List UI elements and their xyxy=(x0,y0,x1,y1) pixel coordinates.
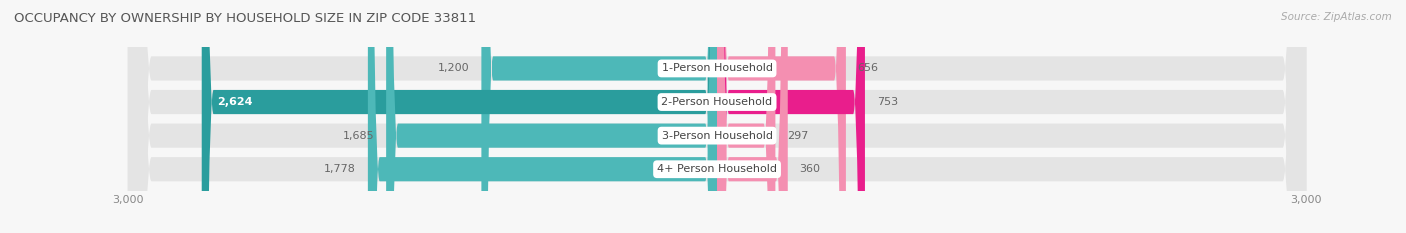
Text: 360: 360 xyxy=(800,164,821,174)
FancyBboxPatch shape xyxy=(201,0,717,233)
Text: 1,778: 1,778 xyxy=(325,164,356,174)
FancyBboxPatch shape xyxy=(128,0,1306,233)
Text: 656: 656 xyxy=(858,63,879,73)
Text: 3-Person Household: 3-Person Household xyxy=(662,131,772,141)
FancyBboxPatch shape xyxy=(717,0,865,233)
Text: 1,685: 1,685 xyxy=(343,131,374,141)
Text: Source: ZipAtlas.com: Source: ZipAtlas.com xyxy=(1281,12,1392,22)
FancyBboxPatch shape xyxy=(481,0,717,233)
Text: 2-Person Household: 2-Person Household xyxy=(661,97,773,107)
FancyBboxPatch shape xyxy=(128,0,1306,233)
FancyBboxPatch shape xyxy=(717,0,787,233)
Text: 1-Person Household: 1-Person Household xyxy=(662,63,772,73)
Text: OCCUPANCY BY OWNERSHIP BY HOUSEHOLD SIZE IN ZIP CODE 33811: OCCUPANCY BY OWNERSHIP BY HOUSEHOLD SIZE… xyxy=(14,12,477,25)
FancyBboxPatch shape xyxy=(717,0,775,233)
Text: 4+ Person Household: 4+ Person Household xyxy=(657,164,778,174)
FancyBboxPatch shape xyxy=(368,0,717,233)
FancyBboxPatch shape xyxy=(128,0,1306,233)
Text: 297: 297 xyxy=(787,131,808,141)
Text: 1,200: 1,200 xyxy=(439,63,470,73)
Text: 753: 753 xyxy=(877,97,898,107)
Text: 2,624: 2,624 xyxy=(218,97,253,107)
FancyBboxPatch shape xyxy=(128,0,1306,233)
FancyBboxPatch shape xyxy=(717,0,846,233)
FancyBboxPatch shape xyxy=(387,0,717,233)
